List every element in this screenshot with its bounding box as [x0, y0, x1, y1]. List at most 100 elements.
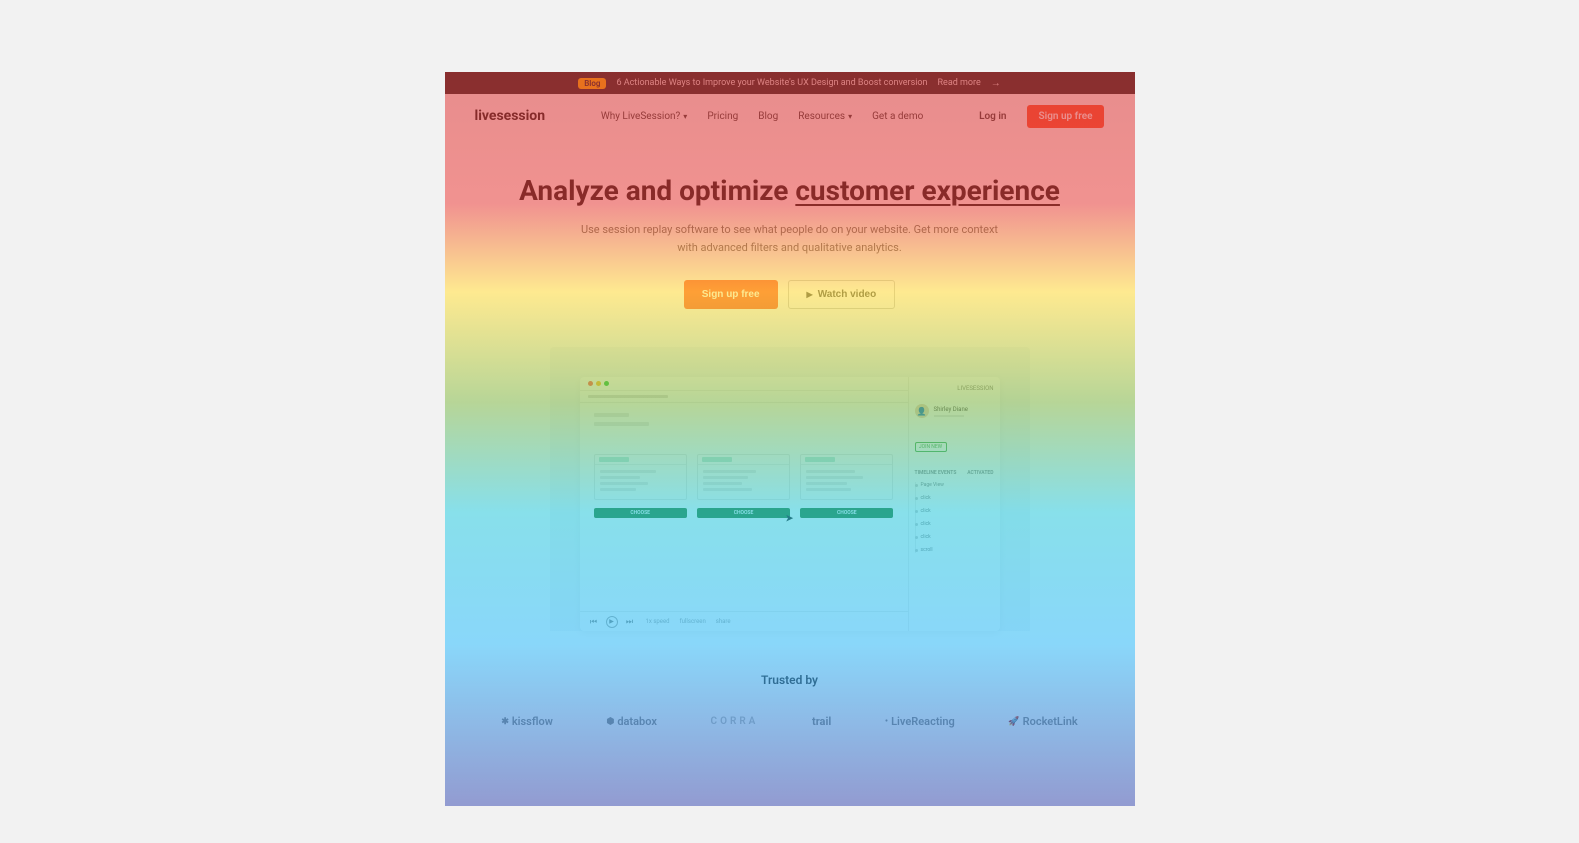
player-share-label: share: [716, 618, 731, 625]
skeleton-line: [600, 476, 641, 479]
event-dot-icon: [915, 497, 918, 500]
nav-item-pricing[interactable]: Pricing: [707, 111, 738, 122]
partner-logo-databox: ⬢databox: [606, 715, 656, 728]
event-dot-icon: [915, 484, 918, 487]
timeline-events-list: Page View click click click click scroll: [915, 482, 994, 553]
logo-label: trail: [812, 715, 831, 728]
logo[interactable]: livesession: [475, 108, 546, 124]
signup-button[interactable]: Sign up free: [1027, 105, 1105, 128]
address-bar: [580, 391, 908, 403]
skeleton-line: [806, 482, 847, 485]
avatar-icon: 👤: [915, 404, 929, 418]
sidebar-section-header: TIMELINE EVENTS ACTIVATED: [915, 470, 994, 476]
event-label: click: [921, 495, 931, 501]
skeleton-line: [703, 482, 742, 485]
hero-section: Analyze and optimize customer experience…: [445, 138, 1135, 309]
window-close-icon: [588, 381, 593, 386]
event-label: scroll: [921, 547, 933, 553]
logo-icon: ✱: [501, 717, 509, 727]
timeline-event: click: [922, 534, 994, 540]
play-icon: ▶: [807, 290, 813, 299]
demo-container: CHOOSE CHOOSE ➤ CHOOSE ⏮ ▶ ⏭ 1x speed fu…: [550, 347, 1030, 631]
demo-main-pane: CHOOSE CHOOSE ➤ CHOOSE ⏮ ▶ ⏭ 1x speed fu…: [580, 377, 908, 631]
timeline-event: Page View: [922, 482, 994, 488]
skeleton-line: [703, 488, 752, 491]
timeline-event: click: [922, 521, 994, 527]
choose-buttons-row: CHOOSE CHOOSE ➤ CHOOSE: [594, 508, 894, 518]
logo-label: kissflow: [512, 715, 553, 728]
sidebar-action-button[interactable]: JOIN NEW: [915, 442, 947, 452]
partner-logo-rocketlink: 🚀RocketLink: [1008, 715, 1077, 728]
player-speed-label: 1x speed: [646, 618, 670, 625]
navbar: livesession Why LiveSession? ▾ Pricing B…: [445, 94, 1135, 138]
card-header: [595, 455, 686, 465]
demo-body: CHOOSE CHOOSE ➤ CHOOSE: [580, 403, 908, 611]
partner-logos-row: ✱kissflow ⬢databox CORRA trail •LiveReac…: [445, 687, 1135, 748]
logo-icon: ⬢: [606, 717, 614, 727]
chevron-down-icon: ▾: [848, 112, 852, 121]
login-link[interactable]: Log in: [979, 111, 1006, 122]
nav-center: Why LiveSession? ▾ Pricing Blog Resource…: [601, 111, 923, 122]
skeleton-line: [594, 422, 649, 426]
skeleton-line: [806, 488, 851, 491]
nav-item-why[interactable]: Why LiveSession? ▾: [601, 111, 687, 122]
pricing-card: [800, 454, 893, 500]
choose-button[interactable]: CHOOSE: [594, 508, 687, 518]
arrow-right-icon: →: [991, 78, 1001, 89]
hero-signup-button[interactable]: Sign up free: [684, 280, 778, 309]
nav-item-blog[interactable]: Blog: [758, 111, 778, 122]
event-dot-icon: [915, 523, 918, 526]
partner-logo-corra: CORRA: [711, 716, 759, 727]
demo-window: CHOOSE CHOOSE ➤ CHOOSE ⏮ ▶ ⏭ 1x speed fu…: [580, 377, 1000, 631]
card-body: [595, 465, 686, 499]
choose-label: CHOOSE: [837, 510, 857, 516]
sidebar-user-info: Shirley Diane: [934, 406, 968, 417]
timeline-sub: ACTIVATED: [967, 470, 993, 476]
sidebar-tab-label: LIVESESSION: [915, 385, 994, 392]
hero-subtitle: Use session replay software to see what …: [580, 221, 1000, 256]
skeleton-line: [806, 470, 855, 473]
event-label: click: [921, 508, 931, 514]
nav-item-resources[interactable]: Resources ▾: [798, 111, 852, 122]
trusted-by-title: Trusted by: [445, 673, 1135, 687]
event-dot-icon: [915, 549, 918, 552]
timeline-event: click: [922, 495, 994, 501]
demo-sidebar: LIVESESSION 👤 Shirley Diane JOIN NEW TIM…: [908, 377, 1000, 631]
player-prev-button[interactable]: ⏮: [588, 616, 600, 628]
skeleton-line: [703, 470, 756, 473]
skeleton-line: [594, 413, 629, 417]
card-tag: [599, 457, 629, 462]
event-label: click: [921, 521, 931, 527]
nav-label: Why LiveSession?: [601, 111, 680, 122]
skeleton-line: [703, 476, 748, 479]
card-header: [698, 455, 789, 465]
card-body: [698, 465, 789, 499]
banner-text: 6 Actionable Ways to Improve your Websit…: [616, 78, 927, 88]
hero-watch-video-button[interactable]: ▶ Watch video: [788, 280, 896, 309]
logo-icon: •: [885, 717, 888, 727]
window-max-icon: [604, 381, 609, 386]
pricing-cards-row: [594, 454, 894, 500]
player-play-button[interactable]: ▶: [606, 616, 618, 628]
banner-read-more-link[interactable]: Read more: [938, 78, 981, 88]
choose-button[interactable]: CHOOSE ➤: [697, 508, 790, 518]
player-bar: ⏮ ▶ ⏭ 1x speed fullscreen share: [580, 611, 908, 631]
sidebar-user: 👤 Shirley Diane: [915, 404, 994, 418]
skeleton-line: [600, 488, 637, 491]
pricing-card: [697, 454, 790, 500]
sidebar-timeline-section: TIMELINE EVENTS ACTIVATED Page View clic…: [915, 470, 994, 553]
timeline-title: TIMELINE EVENTS: [915, 470, 957, 476]
top-banner[interactable]: Blog 6 Actionable Ways to Improve your W…: [445, 72, 1135, 94]
player-next-button[interactable]: ⏭: [624, 616, 636, 628]
window-min-icon: [596, 381, 601, 386]
address-skeleton: [588, 395, 668, 398]
nav-item-demo[interactable]: Get a demo: [872, 111, 923, 122]
logo-label: databox: [617, 715, 657, 728]
player-fullscreen-label: fullscreen: [680, 618, 706, 625]
partner-logo-livereacting: •LiveReacting: [885, 715, 955, 728]
banner-badge: Blog: [578, 78, 606, 89]
choose-button[interactable]: CHOOSE: [800, 508, 893, 518]
logo-icon: 🚀: [1008, 717, 1019, 727]
skeleton-line: [600, 482, 649, 485]
event-label: click: [921, 534, 931, 540]
